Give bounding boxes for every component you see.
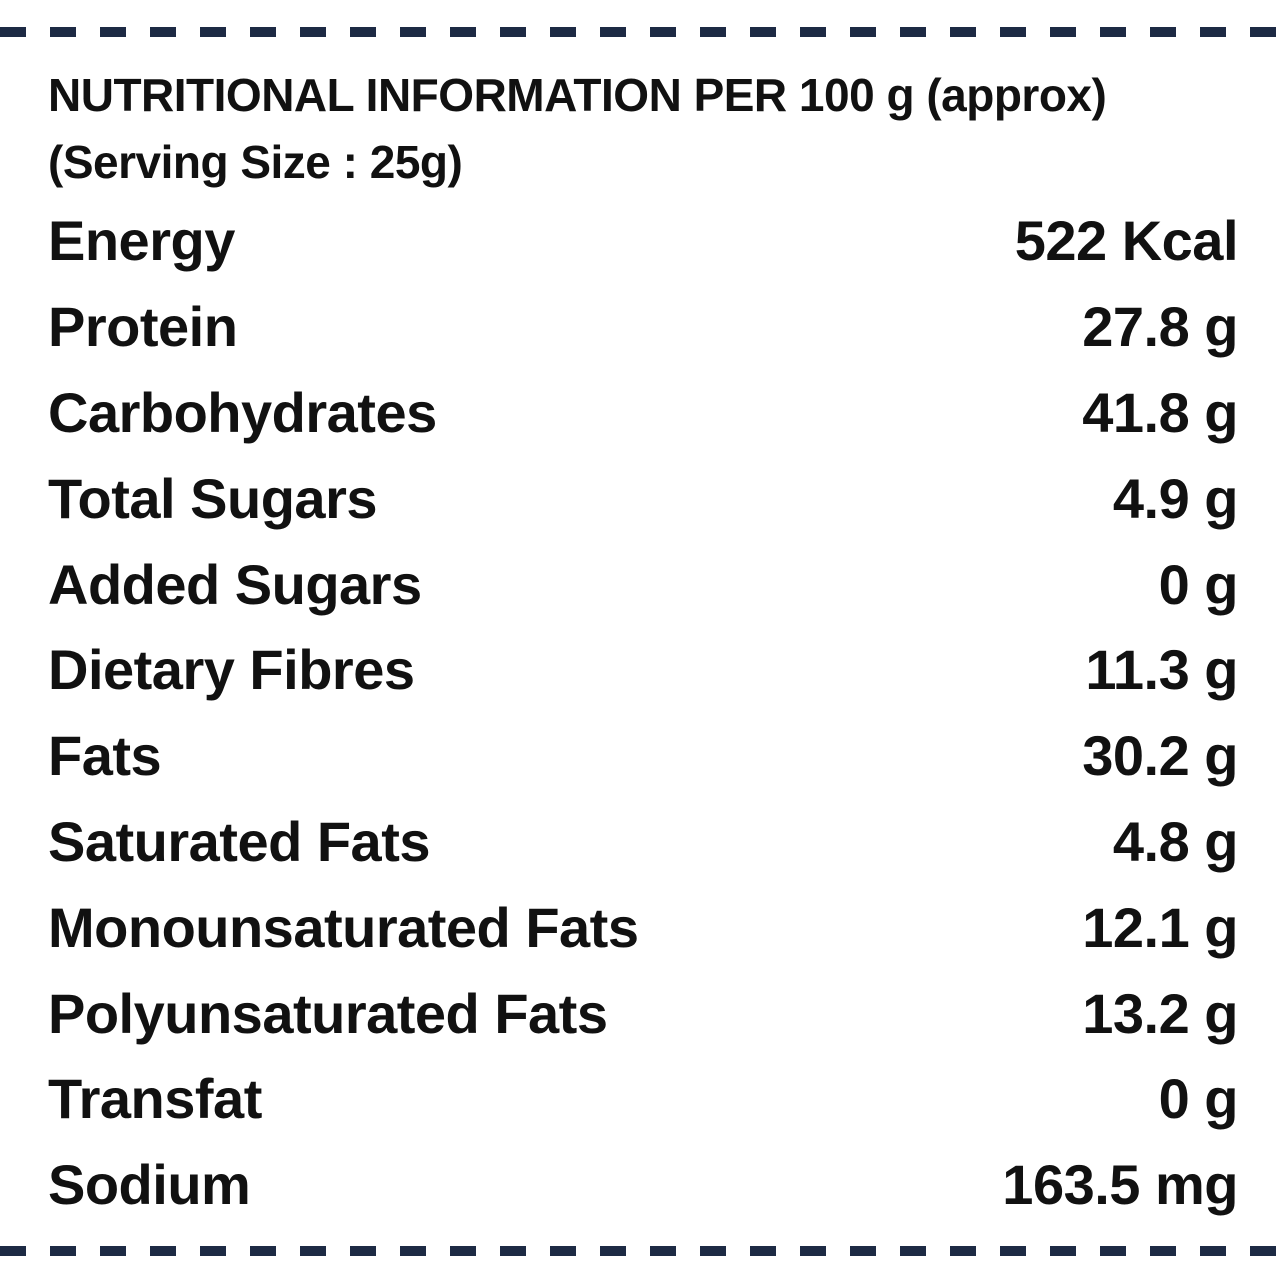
nutrient-row-polyunsaturated-fats: Polyunsaturated Fats 13.2 g (48, 970, 1238, 1056)
nutrient-value: 12.1 g (1082, 895, 1238, 959)
nutrient-value: 13.2 g (1082, 981, 1238, 1045)
nutrient-row-fats: Fats 30.2 g (48, 713, 1238, 799)
nutrient-label: Protein (48, 295, 238, 359)
nutrient-label: Carbohydrates (48, 380, 437, 444)
nutrient-row-carbohydrates: Carbohydrates 41.8 g (48, 370, 1238, 456)
nutrient-label: Added Sugars (48, 552, 422, 616)
nutrient-value: 163.5 mg (1002, 1153, 1238, 1217)
serving-size: (Serving Size : 25g) (48, 136, 463, 188)
nutrient-value: 0 g (1158, 552, 1239, 616)
nutrient-label: Total Sugars (48, 466, 378, 530)
bottom-dashed-border (0, 1246, 1280, 1256)
nutrient-value: 41.8 g (1082, 380, 1238, 444)
nutrient-value: 27.8 g (1082, 295, 1238, 359)
nutrition-header: NUTRITIONAL INFORMATION PER 100 g (appro… (48, 62, 1248, 196)
nutrient-value: 0 g (1158, 1067, 1239, 1131)
nutrient-value: 11.3 g (1085, 638, 1238, 702)
nutrient-row-transfat: Transfat 0 g (48, 1056, 1239, 1142)
nutrient-row-monounsaturated-fats: Monounsaturated Fats 12.1 g (48, 884, 1238, 970)
nutrient-label: Saturated Fats (48, 809, 431, 873)
nutrient-row-added-sugars: Added Sugars 0 g (48, 541, 1239, 627)
nutrient-row-total-sugars: Total Sugars 4.9 g (48, 455, 1239, 541)
nutrient-value: 4.8 g (1112, 809, 1239, 873)
nutrient-row-sodium: Sodium 163.5 mg (48, 1142, 1238, 1228)
nutrition-table: Energy 522 Kcal Protein 27.8 g Carbohydr… (48, 198, 1239, 1228)
nutrient-row-energy: Energy 522 Kcal (48, 198, 1239, 284)
nutrient-label: Transfat (48, 1067, 262, 1131)
nutrient-label: Fats (48, 724, 162, 788)
nutrient-value: 30.2 g (1082, 724, 1238, 788)
nutrient-value: 522 Kcal (1014, 209, 1239, 273)
nutrient-label: Sodium (48, 1153, 251, 1217)
nutrient-label: Energy (48, 209, 235, 273)
nutrient-row-dietary-fibres: Dietary Fibres 11.3 g (48, 627, 1238, 713)
nutrient-label: Polyunsaturated Fats (48, 981, 608, 1045)
nutrient-label: Monounsaturated Fats (48, 895, 639, 959)
top-dashed-border (0, 27, 1280, 37)
header-title: NUTRITIONAL INFORMATION PER 100 g (appro… (48, 69, 1107, 121)
nutrient-row-protein: Protein 27.8 g (48, 284, 1238, 370)
nutrient-label: Dietary Fibres (48, 638, 415, 702)
nutrient-value: 4.9 g (1112, 466, 1239, 530)
nutrient-row-saturated-fats: Saturated Fats 4.8 g (48, 799, 1239, 885)
